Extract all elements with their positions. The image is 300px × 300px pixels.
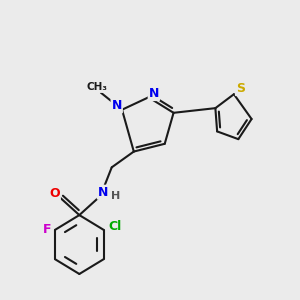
Text: CH₃: CH₃ xyxy=(87,82,108,92)
Text: O: O xyxy=(49,187,60,200)
Text: N: N xyxy=(98,186,108,199)
Text: F: F xyxy=(43,223,51,236)
Text: Cl: Cl xyxy=(108,220,122,233)
Text: S: S xyxy=(236,82,245,95)
Text: H: H xyxy=(111,191,121,201)
Text: N: N xyxy=(112,100,122,112)
Text: N: N xyxy=(148,87,159,100)
